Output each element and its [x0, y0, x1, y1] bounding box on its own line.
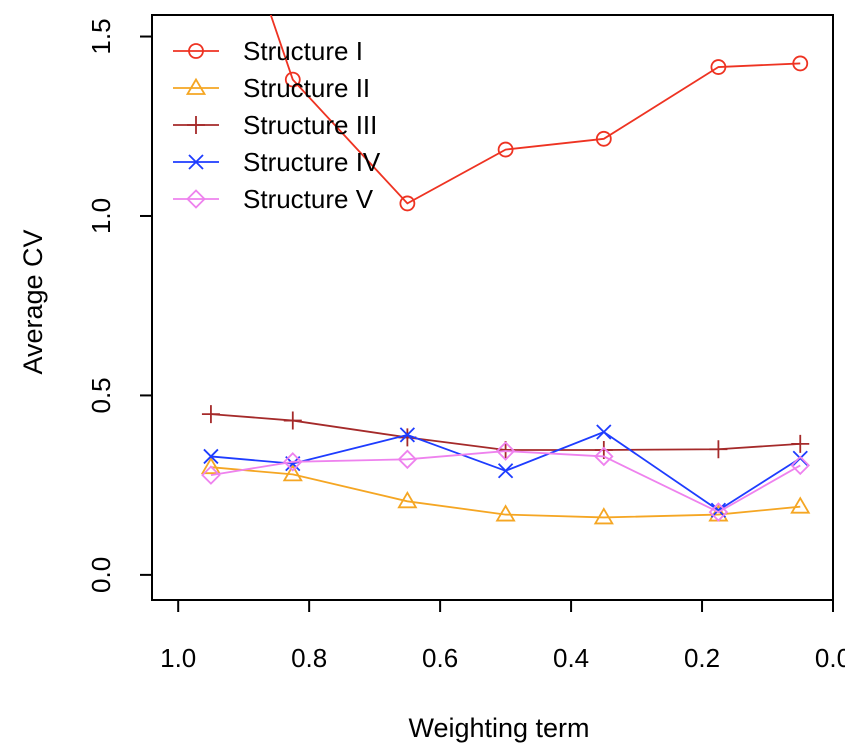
data-point-structure-v	[594, 446, 614, 467]
series-layer	[200, 15, 811, 525]
data-point-structure-iv	[596, 424, 612, 440]
data-point-structure-ii	[397, 491, 418, 509]
y-tick-label: 0.5	[86, 377, 116, 413]
legend-swatch-marker	[188, 154, 204, 170]
legend-item-structure-ii: Structure II	[173, 73, 370, 103]
y-tick-label: 1.5	[86, 18, 116, 54]
data-point-structure-iv	[399, 427, 416, 443]
data-point-structure-v	[495, 441, 516, 461]
data-point-structure-i	[792, 55, 809, 72]
data-point-structure-i	[284, 71, 301, 88]
y-tick-label: 0.0	[86, 557, 116, 593]
data-point-structure-iii	[201, 405, 220, 424]
data-point-structure-v	[201, 465, 221, 485]
series-line-structure-i	[269, 15, 801, 205]
data-point-structure-v	[790, 455, 811, 476]
legend-item-structure-iv: Structure IV	[173, 147, 381, 177]
data-point-structure-i	[399, 195, 416, 212]
data-point-structure-iii	[791, 434, 810, 453]
data-point-structure-ii	[495, 504, 516, 522]
data-point-structure-ii	[790, 496, 811, 514]
x-tick-label: 0.4	[553, 643, 589, 673]
data-point-structure-v	[708, 502, 729, 522]
data-point-structure-iii	[709, 440, 728, 459]
data-point-structure-iv	[203, 448, 219, 465]
data-point-structure-v	[283, 452, 303, 472]
data-point-structure-ii	[200, 456, 222, 475]
data-point-structure-i	[710, 59, 727, 75]
x-tick-label: 0.2	[684, 643, 720, 673]
x-axis-title: Weighting term	[408, 713, 589, 743]
data-point-structure-iv	[497, 463, 514, 479]
data-point-structure-ii	[593, 507, 614, 525]
data-point-structure-iii	[496, 440, 515, 459]
data-point-structure-ii	[282, 464, 303, 482]
legend-item-structure-i: Structure I	[173, 36, 363, 66]
x-tick-label: 1.0	[160, 643, 196, 673]
legend-item-structure-v: Structure V	[173, 184, 374, 214]
data-point-structure-v	[397, 449, 418, 470]
legend-item-structure-iii: Structure III	[173, 110, 377, 140]
data-point-structure-i	[595, 130, 612, 147]
legend-swatch-marker	[187, 116, 205, 134]
legend-swatch-marker	[188, 43, 204, 59]
data-point-structure-iv	[792, 450, 808, 466]
legend-label: Structure II	[243, 73, 370, 103]
legend-label: Structure I	[243, 36, 363, 66]
series-line-structure-ii	[210, 466, 801, 519]
legend-swatch-marker	[185, 77, 207, 95]
y-tick-label: 1.0	[86, 198, 116, 234]
legend: Structure I Structure II Structure III Stru…	[173, 36, 381, 214]
x-tick-label: 0.8	[291, 643, 327, 673]
legend-label: Structure III	[243, 110, 377, 140]
legend-label: Structure IV	[243, 147, 381, 177]
data-point-structure-iii	[283, 411, 302, 430]
series-line-structure-v	[210, 450, 801, 514]
series-structure-v	[201, 441, 811, 522]
legend-swatch-marker	[186, 189, 206, 209]
series-structure-ii	[200, 456, 811, 525]
x-tick-label: 0.0	[815, 643, 845, 673]
legend-label: Structure V	[243, 184, 374, 214]
x-tick-label: 0.6	[422, 643, 458, 673]
x-axis: 1.0 0.8 0.6 0.4 0.2 0.0	[160, 599, 845, 673]
y-axis: 0.0 0.5 1.0 1.5	[86, 18, 153, 593]
series-structure-iv	[203, 424, 808, 518]
series-structure-i	[269, 15, 809, 212]
y-axis-title: Average CV	[18, 229, 48, 374]
data-point-structure-i	[497, 141, 514, 158]
